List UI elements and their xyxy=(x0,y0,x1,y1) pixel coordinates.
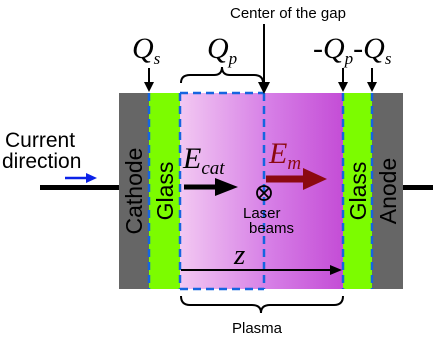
qp-right-arrow-head xyxy=(338,82,348,92)
top-brace xyxy=(180,66,264,84)
anode-label: Anode xyxy=(375,158,401,225)
beams-label: beams xyxy=(249,220,294,237)
laser-beam-icon xyxy=(256,185,272,201)
e-cat-arrow-head xyxy=(215,178,238,196)
anode-block xyxy=(372,93,403,289)
glass-right-label: Glass xyxy=(345,162,371,221)
neg-qp-qs-label: -Qp-Qs xyxy=(313,32,392,68)
e-cat-label: Ecat xyxy=(182,142,225,179)
cathode-wire xyxy=(40,185,120,190)
qs-left-arrow-head xyxy=(144,82,154,92)
e-m-arrow-head xyxy=(303,168,327,190)
laser-label: Laser xyxy=(243,205,281,222)
bottom-brace xyxy=(180,295,344,314)
glass-left-label: Glass xyxy=(152,162,178,221)
center-arrow-head xyxy=(258,82,270,94)
z-label: z xyxy=(233,239,245,271)
z-arrow-head xyxy=(330,265,342,275)
current-label: Current xyxy=(5,129,75,152)
qs-left-label: Qs xyxy=(132,32,161,68)
laser-cross-2 xyxy=(258,187,270,199)
anode-wire xyxy=(403,185,433,190)
cathode-block xyxy=(119,93,149,289)
qp-label: Qp xyxy=(207,32,237,68)
direction-label: direction xyxy=(2,150,81,173)
glass-left-layer xyxy=(149,93,180,289)
cathode-label: Cathode xyxy=(121,148,147,235)
center-of-gap-label: Center of the gap xyxy=(230,5,346,22)
e-m-label: Em xyxy=(268,137,301,174)
plasma-label: Plasma xyxy=(232,320,283,337)
current-arrow-head xyxy=(86,173,97,183)
glass-right-layer xyxy=(343,93,372,289)
qs-right-arrow-head xyxy=(367,82,377,92)
